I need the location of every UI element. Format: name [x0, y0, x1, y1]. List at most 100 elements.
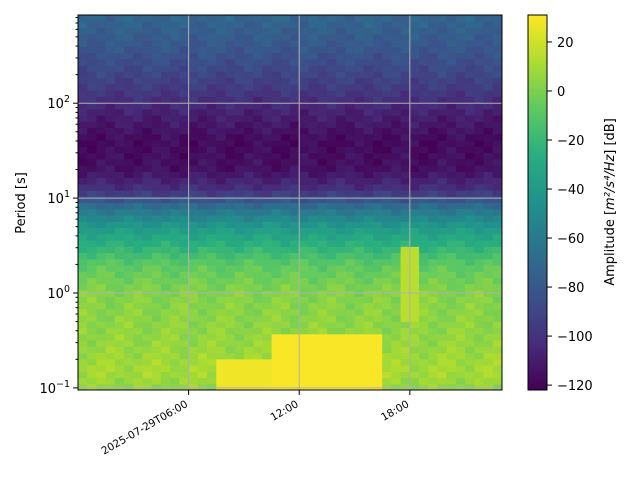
heatmap-cell	[492, 265, 502, 272]
heatmap-cell	[345, 115, 356, 122]
heatmap-cell	[326, 371, 337, 379]
heatmap-cell	[170, 58, 180, 66]
heatmap-cell	[160, 377, 171, 385]
heatmap-cell	[170, 77, 180, 85]
heatmap-cell	[492, 183, 502, 191]
heatmap-cell	[409, 183, 420, 191]
heatmap-cell	[170, 33, 180, 41]
heatmap-cell	[271, 283, 282, 291]
heatmap-cell	[308, 121, 319, 129]
heatmap-cell	[409, 240, 420, 247]
heatmap-cell	[391, 121, 402, 129]
heatmap-cell	[363, 115, 374, 122]
heatmap-cell	[225, 140, 236, 147]
x-axis: 2025-07-29T06:00 12:00 18:00	[99, 390, 411, 457]
heatmap-cell	[142, 158, 153, 166]
heatmap-cell	[151, 177, 162, 185]
heatmap-cell	[87, 221, 98, 229]
heatmap-cell	[105, 177, 116, 185]
heatmap-cell	[124, 77, 134, 85]
heatmap-cell	[354, 352, 365, 360]
heatmap-cell	[207, 158, 217, 166]
heatmap-cell	[216, 102, 227, 110]
heatmap-cell	[326, 52, 337, 60]
heatmap-cell	[207, 208, 217, 216]
heatmap-cell	[188, 227, 199, 235]
heatmap-cell	[345, 202, 356, 210]
heatmap-cell	[363, 233, 374, 241]
heatmap-cell	[280, 233, 291, 241]
heatmap-cell	[308, 33, 319, 41]
heatmap-cell	[197, 383, 208, 390]
heatmap-cell	[207, 77, 217, 85]
heatmap-cell	[133, 196, 144, 204]
heatmap-cell	[299, 258, 310, 266]
heatmap-cell	[428, 208, 439, 216]
heatmap-cell	[207, 321, 217, 329]
heatmap-cell	[253, 71, 263, 79]
heatmap-cell	[197, 352, 208, 360]
heatmap-cell	[133, 177, 144, 185]
heatmap-cell	[262, 333, 273, 341]
heatmap-cell	[133, 146, 144, 154]
heatmap-cell	[234, 58, 245, 66]
heatmap-cell	[345, 108, 356, 116]
heatmap-cell	[419, 121, 429, 129]
heatmap-cell	[253, 296, 263, 304]
heatmap-cell	[354, 33, 365, 41]
heatmap-cell	[78, 371, 88, 379]
heatmap-cell	[354, 196, 365, 204]
heatmap-cell	[372, 90, 383, 97]
heatmap-cell	[114, 227, 125, 235]
heatmap-cell	[483, 196, 494, 204]
heatmap-cell	[465, 40, 475, 47]
heatmap-cell	[170, 46, 180, 54]
heatmap-cell	[280, 21, 291, 29]
heatmap-cell	[271, 83, 282, 91]
heatmap-cell	[262, 190, 273, 197]
heatmap-cell	[419, 296, 429, 304]
heatmap-cell	[465, 277, 475, 285]
heatmap-cell	[142, 165, 153, 172]
heatmap-cell	[234, 371, 245, 379]
heatmap-cell	[308, 240, 319, 247]
heatmap-cell	[345, 190, 356, 197]
heatmap-cell	[326, 177, 337, 185]
heatmap-cell	[170, 96, 180, 104]
heatmap-cell	[262, 221, 273, 229]
heatmap-cell	[114, 146, 125, 154]
heatmap-cell	[188, 77, 199, 85]
colorbar-tick-label: −20	[557, 134, 584, 149]
heatmap-cell	[124, 183, 134, 191]
heatmap-cell	[483, 340, 494, 347]
heatmap-cell	[133, 246, 144, 254]
heatmap-cell	[317, 377, 328, 385]
heatmap-cell	[96, 358, 107, 366]
heatmap-cell	[474, 346, 485, 354]
heatmap-cell	[216, 58, 227, 66]
heatmap-cell	[474, 21, 485, 29]
heatmap-cell	[437, 133, 448, 141]
heatmap-cell	[225, 15, 236, 22]
heatmap-cell	[290, 240, 300, 247]
heatmap-cell	[363, 308, 374, 316]
heatmap-cell	[207, 71, 217, 79]
heatmap-cell	[271, 321, 282, 329]
heatmap-cell	[207, 190, 217, 197]
heatmap-cell	[354, 377, 365, 385]
heatmap-cell	[124, 177, 134, 185]
heatmap-cell	[336, 121, 346, 129]
heatmap-cell	[345, 365, 356, 372]
heatmap-cell	[419, 277, 429, 285]
heatmap-cell	[299, 202, 310, 210]
heatmap-cell	[114, 77, 125, 85]
heatmap-cell	[363, 27, 374, 35]
heatmap-cell	[428, 102, 439, 110]
heatmap-cell	[437, 90, 448, 97]
heatmap-cell	[290, 158, 300, 166]
heatmap-cell	[428, 315, 439, 322]
heatmap-cell	[207, 52, 217, 60]
heatmap-cell	[372, 358, 383, 366]
heatmap-cell	[419, 190, 429, 197]
heatmap-cell	[372, 40, 383, 47]
